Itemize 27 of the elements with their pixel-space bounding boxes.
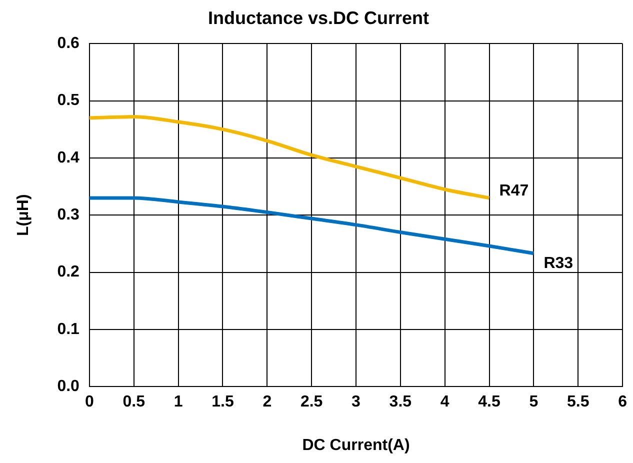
x-tick-label: 2.5 [300,394,323,411]
x-tick-label: 1 [174,394,183,411]
series-label: R33 [544,254,574,272]
x-tick-label: 4.5 [478,394,500,411]
x-tick-label: 1.5 [212,394,234,411]
y-tick-label: 0.1 [57,320,80,338]
chart-title: Inductance vs.DC Current [208,8,430,28]
x-tick-label: 5.5 [567,394,590,411]
y-tick-label: 0.3 [57,206,80,224]
x-tick-label: 4 [440,394,450,411]
x-tick-label: 3.5 [389,394,412,411]
x-tick-label: 2 [262,394,272,411]
y-axis-title: L(μH) [15,194,32,236]
series-label: R47 [499,182,529,200]
line-series [89,115,492,200]
y-tick-label: 0.5 [57,92,80,110]
x-tick-label: 5 [529,394,538,411]
y-tick-label: 0.2 [57,264,80,281]
line-series [89,196,536,256]
x-tick-label: 6 [618,394,628,411]
x-axis-title: DC Current(A) [302,436,410,454]
x-tick-label: 3 [352,394,361,411]
y-tick-label: 0.4 [57,149,80,166]
y-tick-label: 0.0 [57,378,80,396]
x-tick-label: 0 [84,394,94,411]
y-tick-label: 0.6 [57,35,80,52]
x-tick-label: 0.5 [122,394,146,411]
